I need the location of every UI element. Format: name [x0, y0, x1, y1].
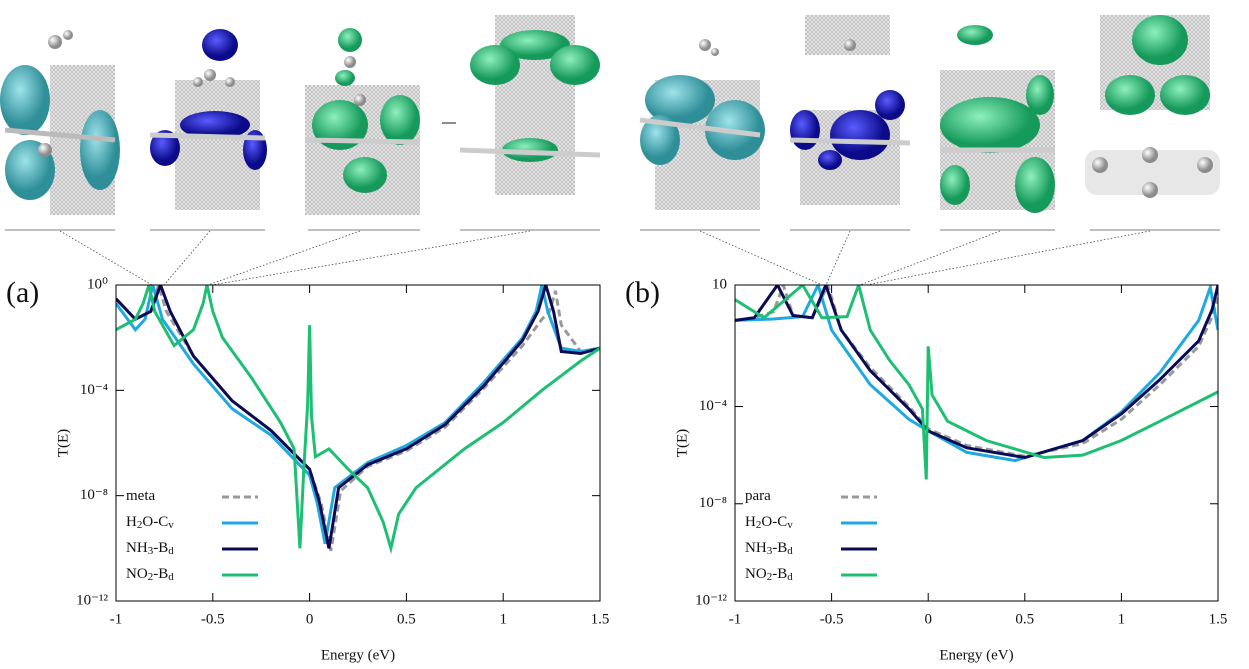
data-line — [735, 285, 1218, 458]
x-tick-label: 0.5 — [397, 611, 416, 627]
y-tick-label: 10⁻⁴ — [699, 398, 727, 414]
x-tick-label: 0 — [924, 611, 932, 627]
legend-label: NO2-Bd — [745, 566, 793, 583]
legend-label: H2O-Cv — [126, 514, 174, 531]
data-line — [116, 285, 600, 552]
orbital-panel — [0, 30, 120, 215]
data-line — [116, 285, 600, 549]
data-line — [735, 285, 1218, 460]
x-tick-label: 1.5 — [591, 611, 610, 627]
legend-label: H2O-Cv — [745, 514, 793, 531]
legend-label: para — [745, 488, 771, 504]
legend-label: NH3-Bd — [126, 540, 174, 557]
y-tick-label: 10⁻⁴ — [80, 382, 108, 398]
plot-frame — [115, 284, 601, 602]
x-tick-label: -1 — [110, 611, 123, 627]
x-tick-label: 0.5 — [1015, 611, 1034, 627]
x-tick-label: 1 — [1118, 611, 1126, 627]
panel-label: (b) — [625, 276, 660, 309]
y-axis-label: T(E) — [55, 429, 71, 457]
x-tick-label: -0.5 — [820, 611, 844, 627]
plot-frame — [734, 284, 1219, 602]
orbital-images — [0, 15, 1220, 286]
data-line — [116, 285, 600, 555]
orbital-panel — [1085, 15, 1220, 198]
orbital-panel — [149, 29, 267, 210]
orbital-panel — [789, 15, 911, 205]
x-tick-label: 1 — [499, 611, 507, 627]
orbital-panel — [304, 28, 421, 215]
y-tick-label: 10⁻¹² — [695, 592, 727, 608]
panel-label: (a) — [6, 276, 39, 309]
x-tick-label: 0 — [306, 611, 314, 627]
y-tick-label: 10⁰ — [87, 276, 108, 292]
y-axis-label: T(E) — [674, 429, 690, 457]
y-tick-label: 10⁻¹² — [76, 592, 108, 608]
x-tick-label: 1.5 — [1209, 611, 1228, 627]
data-line — [116, 285, 600, 544]
data-line — [735, 285, 1218, 480]
orbital-panel — [940, 25, 1055, 213]
legend-label: NO2-Bd — [126, 566, 174, 583]
x-tick-label: -1 — [729, 611, 742, 627]
orbital-panel — [442, 15, 601, 195]
x-axis-label: Energy (eV) — [939, 647, 1013, 663]
legend-label: NH3-Bd — [745, 540, 793, 557]
y-tick-label: 10 — [712, 276, 727, 292]
x-axis-label: Energy (eV) — [321, 647, 395, 663]
orbital-panel — [639, 39, 765, 210]
y-tick-label: 10⁻⁸ — [80, 487, 108, 503]
legend-label: meta — [126, 488, 156, 504]
y-tick-label: 10⁻⁸ — [699, 495, 727, 511]
x-tick-label: -0.5 — [201, 611, 225, 627]
